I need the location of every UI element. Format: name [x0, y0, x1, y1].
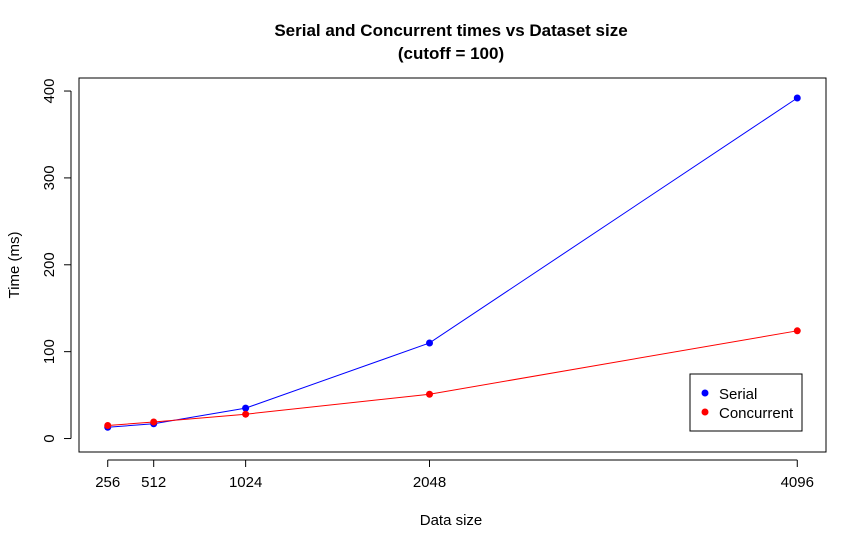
- point-serial-4096: [793, 94, 801, 102]
- point-serial-1024: [242, 404, 250, 412]
- chart-title: Serial and Concurrent times vs Dataset s…: [274, 21, 627, 40]
- x-tick-label: 256: [95, 474, 120, 491]
- point-concurrent-1024: [242, 410, 250, 418]
- legend: Serial Concurrent: [689, 373, 803, 432]
- point-concurrent-512: [150, 418, 158, 426]
- y-tick-label: 200: [41, 252, 58, 277]
- y-tick-label: 0: [41, 434, 58, 442]
- x-tick-label: 2048: [413, 474, 446, 491]
- y-tick-label: 400: [41, 79, 58, 104]
- legend-box: [689, 373, 803, 432]
- x-axis-title: Data size: [420, 512, 483, 529]
- chart-subtitle: (cutoff = 100): [398, 44, 504, 63]
- point-concurrent-256: [104, 422, 112, 430]
- point-serial-2048: [426, 339, 434, 347]
- y-axis: 0 100 200 300 400: [41, 79, 72, 443]
- x-tick-label: 1024: [229, 474, 262, 491]
- legend-marker-concurrent: [701, 408, 709, 416]
- point-concurrent-4096: [793, 327, 801, 335]
- x-axis: 256 512 1024 2048 4096: [95, 459, 814, 491]
- y-tick-label: 100: [41, 339, 58, 364]
- series-layer: [104, 94, 801, 431]
- legend-label-concurrent: Concurrent: [719, 405, 794, 422]
- point-concurrent-2048: [426, 390, 434, 398]
- x-tick-label: 512: [141, 474, 166, 491]
- x-tick-label: 4096: [781, 474, 814, 491]
- plot-frame: [78, 77, 827, 453]
- legend-label-serial: Serial: [719, 386, 757, 403]
- y-tick-label: 300: [41, 165, 58, 190]
- y-axis-title: Time (ms): [6, 232, 23, 299]
- legend-marker-serial: [701, 389, 709, 397]
